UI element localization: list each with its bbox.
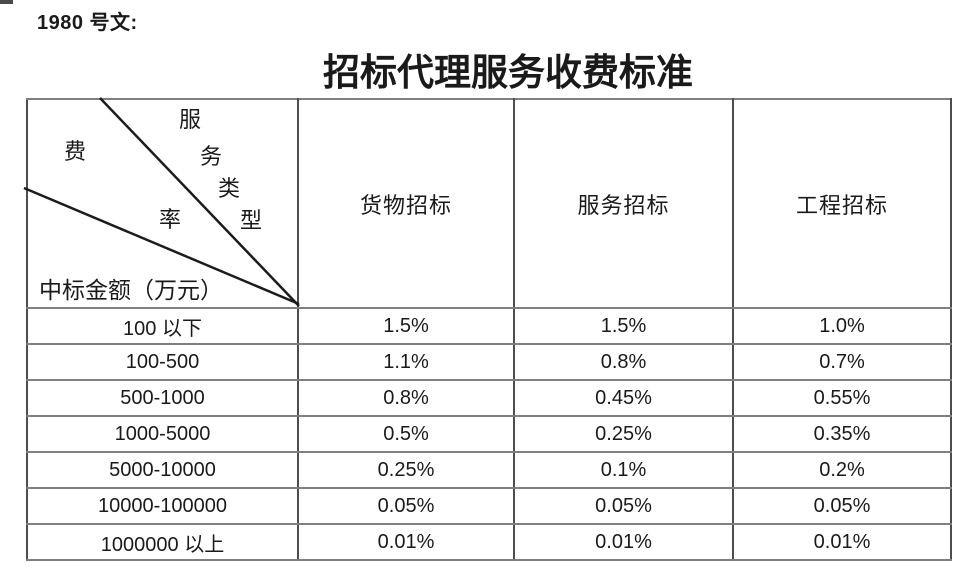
table-row: 1000-5000 0.5% 0.25% 0.35% [26, 415, 952, 453]
rate-cell: 0.45% [513, 379, 734, 417]
rate-cell: 0.01% [513, 523, 734, 561]
diagonal-divider-lines [23, 97, 300, 307]
table-row: 1000000 以上 0.01% 0.01% 0.01% [26, 523, 952, 561]
scan-artifact-mark [0, 0, 13, 4]
table-header-row: 服 务 类 型 费 率 中标金额（万元） 货物招标 服务招标 工程招标 [23, 97, 952, 309]
amount-range-cell: 5000-10000 [26, 451, 299, 489]
rate-cell: 0.05% [297, 487, 515, 525]
corner-service-type-char: 务 [199, 144, 223, 169]
table-corner-cell: 服 务 类 型 费 率 中标金额（万元） [23, 97, 300, 309]
table-row: 100-500 1.1% 0.8% 0.7% [26, 343, 952, 381]
rate-cell: 0.35% [732, 415, 952, 453]
corner-fee-rate-char: 费 [63, 139, 87, 164]
rate-cell: 0.25% [297, 451, 515, 489]
rate-cell: 0.7% [732, 343, 952, 381]
amount-range-cell: 100-500 [26, 343, 299, 381]
rate-cell: 0.01% [297, 523, 515, 561]
document-number-label: 1980 号文: [37, 12, 138, 34]
fee-standard-table: 服 务 类 型 费 率 中标金额（万元） 货物招标 服务招标 工程招标 100 … [23, 97, 952, 561]
table-row: 5000-10000 0.25% 0.1% 0.2% [26, 451, 952, 489]
corner-service-type-char: 服 [178, 107, 202, 132]
table-row: 500-1000 0.8% 0.45% 0.55% [26, 379, 952, 417]
corner-fee-rate-char: 率 [158, 207, 182, 232]
page-title: 招标代理服务收费标准 [323, 53, 693, 94]
rate-cell: 0.55% [732, 379, 952, 417]
amount-range-cell: 500-1000 [26, 379, 299, 417]
rate-cell: 1.0% [732, 307, 952, 345]
rate-cell: 0.8% [513, 343, 734, 381]
rate-cell: 0.2% [732, 451, 952, 489]
corner-amount-label: 中标金额（万元） [39, 278, 223, 303]
rate-cell: 0.8% [297, 379, 515, 417]
amount-range-cell: 10000-100000 [26, 487, 299, 525]
rate-cell: 0.01% [732, 523, 952, 561]
corner-service-type-char: 型 [239, 208, 263, 233]
column-header-works: 工程招标 [732, 98, 952, 309]
rate-cell: 0.5% [297, 415, 515, 453]
column-header-goods: 货物招标 [297, 98, 515, 309]
rate-cell: 1.5% [513, 307, 734, 345]
amount-range-cell: 1000000 以上 [26, 523, 299, 561]
amount-range-cell: 1000-5000 [26, 415, 299, 453]
table-row: 10000-100000 0.05% 0.05% 0.05% [26, 487, 952, 525]
rate-cell: 0.05% [513, 487, 734, 525]
column-header-services: 服务招标 [513, 98, 734, 309]
rate-cell: 0.25% [513, 415, 734, 453]
rate-cell: 0.1% [513, 451, 734, 489]
rate-cell: 1.5% [297, 307, 515, 345]
rate-cell: 1.1% [297, 343, 515, 381]
amount-range-cell: 100 以下 [26, 307, 299, 345]
rate-cell: 0.05% [732, 487, 952, 525]
table-row: 100 以下 1.5% 1.5% 1.0% [26, 307, 952, 345]
corner-service-type-char: 类 [217, 176, 241, 201]
